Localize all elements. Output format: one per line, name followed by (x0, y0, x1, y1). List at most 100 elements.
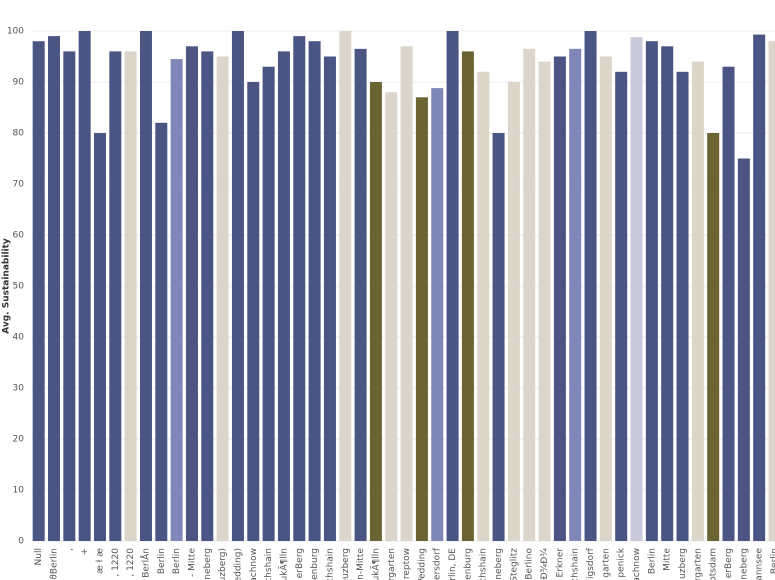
x-tick-label: edding) (233, 548, 243, 580)
y-tick-label: 40 (13, 333, 25, 343)
y-tick-label: 80 (13, 129, 25, 139)
y-tick-label: 20 (13, 435, 25, 445)
bar (124, 51, 137, 542)
x-tick-label: chshain (479, 548, 489, 580)
x-tick-label: garten (601, 548, 611, 578)
bar (415, 97, 428, 542)
y-tick-label: 60 (13, 231, 25, 241)
bar (32, 41, 45, 541)
bar (492, 133, 505, 541)
bar (507, 82, 520, 541)
x-tick-label: neberg (203, 548, 213, 580)
bar (707, 133, 720, 541)
bar (339, 31, 352, 541)
y-tick-label: 0 (18, 537, 24, 547)
bar (109, 51, 122, 542)
y-tick-label: 70 (13, 180, 25, 190)
x-tick-label: penick (617, 547, 627, 577)
x-tick-label: Erkner (555, 548, 565, 578)
bar (185, 46, 198, 542)
bar (553, 56, 566, 541)
bar (262, 66, 275, 541)
x-tick-label: Vedding (417, 548, 427, 580)
x-tick-label: Null (34, 548, 44, 565)
bar (400, 46, 413, 542)
x-tick-label: achnow (632, 548, 642, 580)
bar (569, 48, 582, 541)
bar (538, 61, 551, 541)
x-tick-label: æ ł æ (95, 548, 105, 574)
x-tick-label: Đ¾Đ¾ (540, 548, 550, 580)
x-tick-label: reptow (402, 548, 412, 579)
bar (630, 37, 643, 542)
x-tick-label: Berlin (157, 548, 167, 574)
x-tick-label: ukÃ¶lln (278, 548, 289, 580)
x-tick-label: - Mitte (187, 548, 197, 577)
x-tick-label: uzberg) (218, 548, 228, 580)
x-tick-label: , 1220 (111, 548, 121, 577)
y-tick-label: 30 (13, 384, 25, 394)
bar (247, 82, 260, 541)
bar (722, 66, 735, 541)
y-tick-label: 50 (13, 282, 25, 292)
bar (47, 36, 60, 541)
x-tick-label: , 1220 (126, 548, 136, 577)
bar (93, 133, 106, 541)
bar (63, 51, 76, 542)
bar (523, 48, 536, 541)
x-tick-label: achnow (249, 548, 259, 580)
x-tick-label: rgarten (387, 548, 397, 580)
bar (308, 41, 321, 541)
x-tick-label: ukÃ¶lln (370, 548, 381, 580)
bar (231, 31, 244, 541)
x-tick-label: ersdorf (433, 547, 443, 580)
bar (753, 34, 766, 541)
bar (584, 31, 597, 541)
bar (201, 51, 214, 542)
bar (369, 82, 382, 541)
bar (691, 61, 704, 541)
x-tick-label: + (80, 548, 90, 556)
x-tick-label: enburg (463, 548, 473, 580)
bar (461, 51, 474, 542)
bar (216, 56, 229, 541)
bar (277, 51, 290, 542)
x-tick-label: igsdorf (586, 547, 596, 579)
y-tick-label: 90 (13, 78, 25, 88)
x-tick-label: Berlino (525, 548, 535, 580)
x-tick-label: chshain (571, 548, 581, 580)
x-tick-label: BerlÅn (139, 548, 151, 578)
x-tick-label: neberg (739, 548, 749, 580)
bar (78, 31, 91, 541)
y-tick-label: 100 (7, 27, 24, 37)
x-tick-label: erBerg (724, 548, 734, 578)
bar (737, 158, 750, 541)
bar (599, 56, 612, 541)
bar (323, 56, 336, 541)
bar (293, 36, 306, 541)
bar (768, 41, 775, 541)
x-tick-label: erBerg (295, 548, 305, 578)
bar (139, 31, 152, 541)
x-tick-label: rgarten (693, 548, 703, 580)
x-tick-label: chshain (264, 548, 274, 580)
bar (645, 41, 658, 541)
bar (661, 46, 674, 542)
y-tick-label: 10 (13, 486, 25, 496)
bar (155, 122, 168, 542)
x-tick-label: ϑBerlin (49, 548, 59, 580)
x-tick-label: Berlin (172, 548, 182, 574)
x-tick-label: neberg (494, 548, 504, 580)
x-tick-label: chshain (325, 548, 335, 580)
bar (446, 31, 459, 541)
bar (354, 48, 367, 541)
y-axis-title: Avg. Sustainability (2, 238, 12, 334)
bar (477, 71, 490, 542)
x-tick-label: uzberg (678, 548, 688, 579)
x-tick-label: enburg (310, 548, 320, 580)
bar (615, 71, 628, 542)
x-tick-label: Berlin (770, 548, 775, 574)
x-tick-label: Berlin (647, 548, 657, 574)
x-tick-label: Steglitz (509, 548, 519, 580)
